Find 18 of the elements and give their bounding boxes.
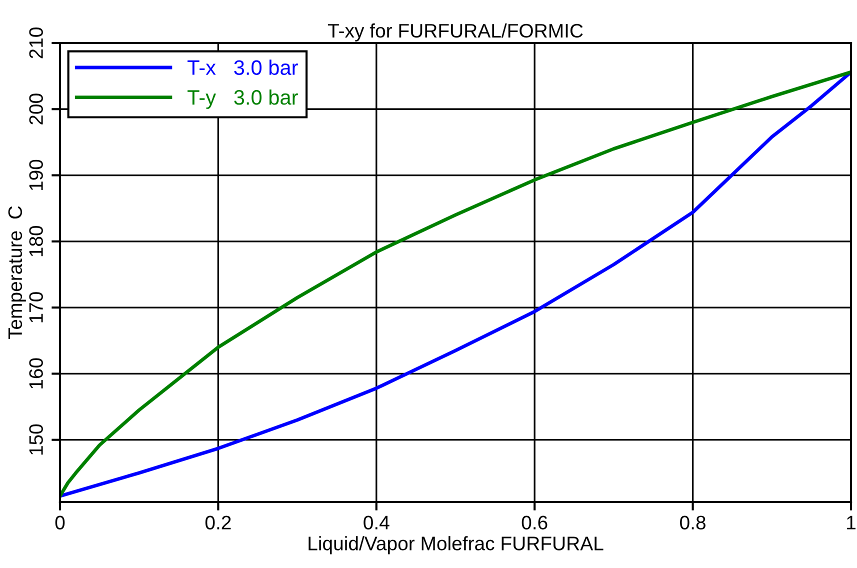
x-tick-label: 0.8 <box>680 516 706 530</box>
y-tick-label: 160 <box>29 358 43 388</box>
legend-label: T-x 3.0 bar <box>188 60 298 75</box>
x-tick-label: 0.2 <box>205 516 231 530</box>
y-tick-label: 190 <box>29 160 43 190</box>
chart-title: T-xy for FURFURAL/FORMIC <box>328 23 583 42</box>
y-tick-label: 170 <box>29 292 43 322</box>
x-axis-title: Liquid/Vapor Molefrac FURFURAL <box>308 536 604 554</box>
y-tick-label: 150 <box>29 424 43 455</box>
x-tick-label: 0.4 <box>364 516 390 530</box>
legend-label: T-y 3.0 bar <box>188 90 298 109</box>
y-tick-label: 210 <box>29 28 43 58</box>
y-tick-label: 180 <box>29 226 43 256</box>
x-tick-label: 1 <box>847 516 856 530</box>
x-tick-label: 0 <box>55 516 65 530</box>
y-axis-title: Temperature C <box>8 206 26 340</box>
x-tick-label: 0.6 <box>522 516 548 530</box>
y-tick-label: 200 <box>29 94 43 124</box>
